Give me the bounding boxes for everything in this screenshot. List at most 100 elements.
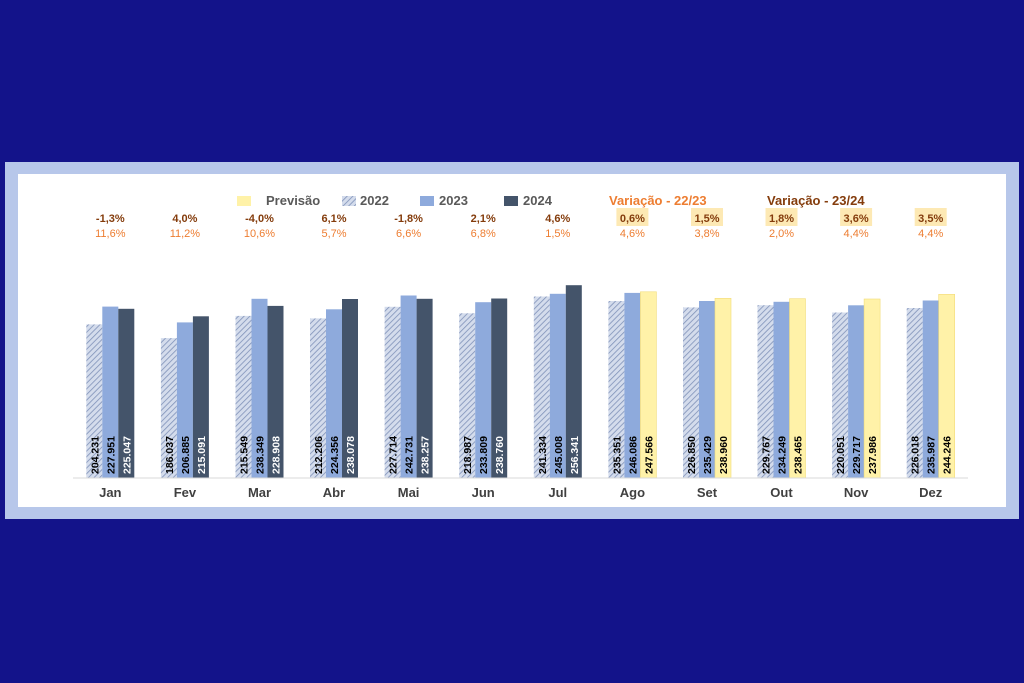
bar-2023-ago — [624, 292, 641, 478]
bar-value-label-2023-ago: 246.086 — [627, 436, 639, 474]
variation-23-24-label-mar: -4,0% — [245, 213, 274, 225]
bar-value-label-2024-ago: 247.566 — [643, 436, 655, 474]
variation-22-23-label-mar: 10,6% — [244, 228, 275, 240]
variation-22-23-label-abr: 5,7% — [321, 228, 346, 240]
bar-2023-mai — [400, 295, 417, 478]
x-tick-label-out: Out — [770, 485, 793, 500]
variation-23-24-label-set: 1,5% — [694, 213, 719, 225]
bar-value-label-2024-jul: 256.341 — [569, 436, 581, 474]
bar-value-label-2022-dez: 226.018 — [910, 436, 922, 474]
legend-label-variation-22-23: Variação - 22/23 — [609, 193, 707, 208]
bar-value-label-2023-dez: 235.987 — [926, 436, 938, 474]
bar-2024-fev — [192, 316, 209, 478]
variation-22-23-label-out: 2,0% — [769, 228, 794, 240]
bar-value-label-2022-mai: 227.714 — [388, 436, 400, 474]
bar-value-label-2024-mai: 238.257 — [420, 436, 432, 474]
chart-panel: Previsão 2022 2023 2024 Variação - 22/23… — [18, 174, 1006, 507]
variation-22-23-label-dez: 4,4% — [918, 228, 943, 240]
bar-2023-mar — [251, 298, 268, 478]
bar-value-label-2023-mar: 238.349 — [255, 436, 267, 474]
bar-2022-set — [683, 307, 699, 478]
bar-value-label-2024-abr: 238.078 — [345, 436, 357, 474]
bar-value-label-2022-out: 229.767 — [761, 436, 773, 474]
bar-2022-dez — [906, 308, 923, 478]
variation-22-23-label-fev: 11,2% — [170, 228, 201, 240]
bar-value-label-2024-out: 238.465 — [793, 436, 805, 474]
bar-2022-jul — [533, 296, 550, 478]
bar-2022-abr — [310, 318, 326, 478]
variation-23-24-label-dez: 3,5% — [918, 213, 943, 225]
forecast-variation-highlight-dez — [914, 208, 947, 226]
variation-23-24-label-mai: -1,8% — [394, 213, 423, 225]
bar-value-label-2023-nov: 229.717 — [851, 436, 863, 474]
bar-2022-ago — [608, 301, 625, 478]
bar-value-label-2022-nov: 220.051 — [835, 436, 847, 474]
legend-swatch-2024 — [504, 196, 518, 206]
variation-23-24-label-fev: 4,0% — [172, 213, 197, 225]
x-tick-label-fev: Fev — [174, 485, 197, 500]
variation-22-23-label-ago: 4,6% — [620, 228, 645, 240]
bar-value-label-2022-set: 226.850 — [686, 436, 698, 474]
legend-label-2023: 2023 — [439, 193, 468, 208]
legend-label-2024: 2024 — [523, 193, 553, 208]
variation-23-24-label-jul: 4,6% — [545, 213, 570, 225]
bar-2023-dez — [922, 300, 939, 478]
variation-23-24-label-out: 1,8% — [769, 213, 794, 225]
bar-2022-mai — [384, 306, 401, 478]
bar-value-label-2023-set: 235.429 — [702, 436, 714, 474]
bar-value-label-2024-dez: 244.246 — [942, 436, 954, 474]
forecast-variation-highlight-set — [691, 208, 723, 226]
bar-value-label-2024-set: 238.960 — [718, 436, 730, 474]
bar-value-label-2023-jul: 245.008 — [553, 436, 565, 474]
bar-value-label-2024-mar: 228.908 — [271, 436, 283, 474]
legend-swatch-2023 — [420, 196, 434, 206]
legend-swatch-2022 — [342, 196, 356, 206]
x-tick-label-jan: Jan — [99, 485, 121, 500]
bar-value-label-2022-ago: 235.351 — [611, 436, 623, 474]
bar-value-label-2024-fev: 215.091 — [196, 436, 208, 474]
bar-value-label-2024-jun: 238.760 — [494, 436, 506, 474]
bar-value-label-2022-abr: 212.206 — [313, 436, 325, 474]
bar-2024-jan — [118, 308, 135, 478]
bar-value-label-2022-jun: 218.987 — [462, 436, 474, 474]
bar-2023-set — [699, 301, 715, 478]
bar-2023-out — [773, 301, 790, 478]
forecast-variation-highlight-ago — [616, 208, 649, 226]
bar-2024-mai — [416, 298, 433, 478]
bar-2023-jun — [475, 302, 492, 478]
bar-2023-nov — [848, 305, 865, 478]
bar-2022-jan — [86, 324, 103, 478]
variation-23-24-label-jun: 2,1% — [471, 213, 496, 225]
bar-value-label-2022-jan: 204.231 — [89, 436, 101, 474]
x-tick-label-mai: Mai — [398, 485, 420, 500]
bar-2024-abr — [342, 299, 358, 478]
variation-23-24-label-abr: 6,1% — [321, 213, 346, 225]
x-tick-label-ago: Ago — [620, 485, 645, 500]
x-tick-label-jul: Jul — [548, 485, 567, 500]
bar-2022-out — [757, 305, 774, 478]
bar-2022-mar — [235, 315, 252, 478]
bar-value-label-2022-mar: 215.549 — [239, 436, 251, 474]
chart-frame: Previsão 2022 2023 2024 Variação - 22/23… — [5, 162, 1019, 519]
bar-2024-jul — [565, 285, 582, 478]
variation-22-23-label-jul: 1,5% — [545, 228, 570, 240]
bar-value-label-2022-jul: 241.334 — [537, 436, 549, 474]
x-tick-label-nov: Nov — [844, 485, 869, 500]
variation-22-23-label-jun: 6,8% — [471, 228, 496, 240]
bar-2023-jan — [102, 306, 119, 478]
bar-2024-mar — [267, 305, 284, 478]
variation-22-23-label-set: 3,8% — [694, 228, 719, 240]
legend: Previsão 2022 2023 2024 Variação - 22/23… — [237, 193, 865, 208]
variation-22-23-label-jan: 11,6% — [95, 228, 126, 240]
x-tick-label-abr: Abr — [323, 485, 345, 500]
variation-23-24-label-jan: -1,3% — [96, 213, 125, 225]
bar-2022-jun — [459, 313, 476, 478]
variation-23-24-label-nov: 3,6% — [844, 213, 869, 225]
bar-value-label-2022-fev: 186.037 — [164, 436, 176, 474]
variation-22-23-label-nov: 4,4% — [844, 228, 869, 240]
bar-value-label-2023-out: 234.249 — [777, 436, 789, 474]
legend-swatch-forecast — [237, 196, 251, 206]
bar-value-label-2023-jun: 233.809 — [478, 436, 490, 474]
x-tick-label-set: Set — [697, 485, 718, 500]
variation-22-23-label-mai: 6,6% — [396, 228, 421, 240]
